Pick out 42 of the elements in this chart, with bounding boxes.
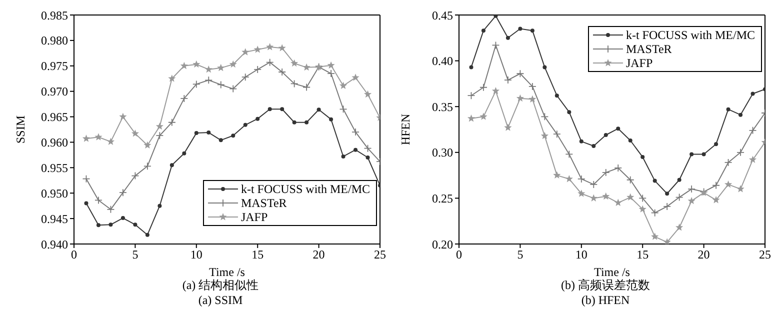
x-tick-label: 25: [374, 248, 386, 262]
text: (b) HFEN: [580, 293, 631, 308]
legend-label: k-t FOCUSS with ME/MC: [240, 182, 370, 196]
x-tick-label: 20: [698, 248, 710, 262]
x-axis-title: Time /s: [594, 265, 630, 279]
text: (a) SSIM: [197, 293, 244, 308]
x-axis-title: Time /s: [209, 265, 246, 279]
y-axis-title: SSIM: [13, 115, 28, 144]
y-tick-label: 0.25: [432, 191, 453, 206]
legend-label: MASTeR: [240, 196, 287, 210]
legend-label: JAFP: [240, 210, 268, 224]
y-tick-label: 0.960: [41, 135, 68, 150]
y-axis-title: HFEN: [398, 114, 412, 146]
y-tick-label: 0.970: [41, 84, 68, 99]
x-tick-label: 20: [312, 248, 325, 262]
y-tick-label: 0.940: [41, 237, 68, 252]
x-tick-label: 15: [636, 248, 649, 262]
legend-label: JAFP: [626, 56, 653, 70]
x-tick-label: 10: [190, 248, 202, 262]
y-tick-label: 0.980: [41, 34, 68, 48]
y-tick-label: 0.975: [41, 59, 68, 74]
y-tick-label: 0.985: [41, 8, 68, 22]
y-tick-label: 0.950: [41, 186, 68, 200]
x-tick-label: 0: [71, 248, 77, 262]
x-tick-label: 15: [252, 248, 264, 262]
x-tick-label: 5: [132, 248, 138, 262]
text: (b) 高频误差范数: [560, 278, 651, 293]
y-tick-label: 0.35: [432, 100, 453, 114]
y-tick-label: 0.945: [41, 212, 68, 226]
x-tick-label: 5: [517, 248, 524, 262]
y-tick-label: 0.30: [432, 146, 453, 160]
legend-label: k-t FOCUSS with ME/MC: [626, 28, 755, 42]
legend-label: MASTeR: [626, 42, 672, 56]
y-tick-label: 0.955: [41, 160, 68, 175]
y-tick-label: 0.45: [432, 8, 453, 22]
text: (a) 结构相似性: [181, 278, 260, 293]
y-tick-label: 0.20: [432, 237, 453, 252]
x-tick-label: 25: [759, 248, 771, 262]
y-tick-label: 0.965: [41, 110, 68, 124]
y-tick-label: 0.40: [432, 54, 453, 68]
x-tick-label: 10: [575, 248, 588, 262]
x-tick-label: 0: [456, 248, 462, 262]
